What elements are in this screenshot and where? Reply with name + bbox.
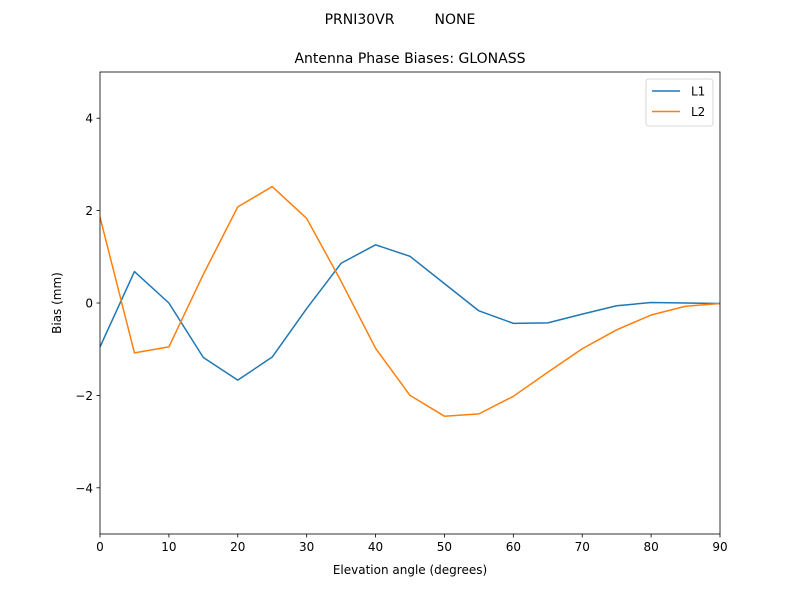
y-tick-label: −4 [75,481,93,495]
figure-suptitle: PRNI30VR NONE [325,12,476,28]
series-line-l2 [100,185,720,417]
x-tick-label: 0 [96,540,104,554]
plot-area: 0 10 20 30 40 50 60 70 80 90 −4 −2 0 2 4 [75,71,728,554]
chart-title: Antenna Phase Biases: GLONASS [294,51,525,67]
x-tick-label: 10 [161,540,176,554]
y-tick-label: 2 [85,204,93,218]
x-tick-label: 30 [299,540,314,554]
legend-label-l2: L2 [691,105,705,119]
y-tick-label: −2 [75,389,93,403]
legend-label-l1: L1 [691,85,705,99]
x-axis-label: Elevation angle (degrees) [333,563,487,577]
y-axis-label: Bias (mm) [50,272,64,334]
x-tick-label: 80 [643,540,658,554]
x-tick-label: 90 [712,540,727,554]
x-tick-label: 20 [230,540,245,554]
x-tick-label: 60 [506,540,521,554]
axes-frame [99,71,721,535]
x-tick-label: 40 [368,540,383,554]
series-line-l1 [100,244,720,381]
x-tick-label: 50 [437,540,452,554]
x-tick-label: 70 [575,540,590,554]
y-tick-label: 0 [85,297,93,311]
y-tick-label: 4 [85,112,93,126]
